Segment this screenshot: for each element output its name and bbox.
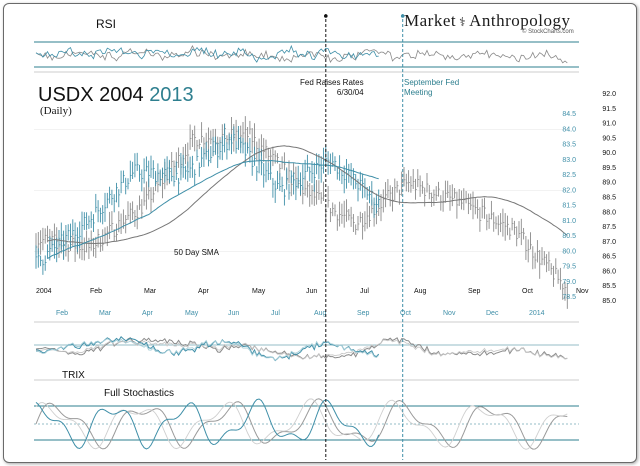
x-tick-2004: May: [252, 288, 266, 295]
stoch-2013-k: [35, 398, 380, 450]
y-tick-2013: 84.0: [562, 126, 576, 133]
y-tick-2004: 87.5: [602, 224, 616, 231]
y-tick-2004: 87.0: [602, 239, 616, 246]
y-tick-2013: 81.5: [562, 203, 576, 210]
x-tick-2004: Oct: [522, 288, 533, 295]
sma-2013-line: [47, 159, 379, 260]
x-tick-2013: Dec: [486, 310, 499, 317]
rsi-2013-line: [35, 44, 379, 63]
x-tick-2004: Aug: [414, 288, 427, 295]
x-tick-2004: Jun: [306, 288, 317, 295]
y-tick-2004: 85.5: [602, 283, 616, 290]
stochastics-label: Full Stochastics: [104, 388, 175, 399]
y-tick-2013: 78.5: [562, 294, 576, 301]
y-tick-2004: 92.0: [602, 91, 616, 98]
y-tick-2004: 91.0: [602, 121, 616, 128]
event-lines: [324, 14, 405, 460]
x-tick-2013: Apr: [142, 310, 154, 317]
y-tick-2013: 82.0: [562, 187, 576, 194]
y-tick-2013: 84.5: [562, 111, 576, 118]
x-tick-2004: Feb: [90, 288, 102, 295]
sma-2004-line: [47, 145, 568, 245]
y-tick-2004: 91.5: [602, 106, 616, 113]
y-tick-2004: 86.5: [602, 254, 616, 261]
brand-right: Anthropology: [469, 11, 571, 30]
dna-icon: ⚕: [459, 15, 467, 29]
trix-panel: [34, 321, 579, 381]
y-tick-2013: 83.5: [562, 142, 576, 149]
x-tick-2004: 2004: [36, 288, 52, 295]
september-fed-marker: [400, 14, 405, 18]
y-tick-2013: 80.0: [562, 248, 576, 255]
x-tick-2004: Jul: [360, 288, 369, 295]
stochastics-panel: [34, 398, 579, 450]
x-tick-2004: Apr: [198, 288, 210, 295]
sma-label: 50 Day SMA: [174, 248, 219, 257]
x-tick-2013: Jul: [271, 310, 280, 317]
y-tick-2004: 90.0: [602, 150, 616, 157]
chart-title: USDX 2004 2013: [38, 84, 194, 107]
y-tick-2004: 89.5: [602, 165, 616, 172]
rsi-label: RSI: [96, 17, 117, 31]
fed-raise-line1: Fed Raises Rates: [300, 78, 364, 87]
x-tick-2004: Sep: [468, 288, 481, 295]
brand-left: Market: [404, 11, 457, 30]
stoch-2004-k: [35, 398, 568, 450]
x-tick-2004: Mar: [144, 288, 157, 295]
stockcharts-credit: © StockCharts.com: [522, 29, 574, 35]
y-tick-2004: 86.0: [602, 268, 616, 275]
fed-raise-annotation: Fed Raises Rates 6/30/04: [300, 78, 364, 98]
x-tick-2013: Sep: [357, 310, 370, 317]
fed-raise-marker: [324, 14, 328, 18]
trix-2013-line: [35, 336, 380, 362]
x-tick-2013: Mar: [99, 310, 112, 317]
fed-raise-line2: 6/30/04: [336, 88, 364, 97]
trix-label: TRIX: [62, 370, 85, 381]
september-fed-annotation: September Fed Meeting: [404, 78, 459, 98]
trix-2013-signal: [36, 338, 380, 361]
y-tick-2013: 81.0: [562, 218, 576, 225]
chart-frame: 2004 Feb Mar Apr May Jun Jul Aug Sep Oct Nov Feb Mar…: [3, 3, 637, 463]
y-tick-2013: 83.0: [562, 157, 576, 164]
y-tick-2004: 88.0: [602, 209, 616, 216]
x-tick-2013: 2014: [529, 310, 545, 317]
usdx-2013-bars: [35, 123, 381, 275]
y-tick-2013: 80.5: [562, 233, 576, 240]
y-tick-2004: 89.0: [602, 180, 616, 187]
september-fed-line2: Meeting: [404, 88, 433, 97]
x-tick-2013: Feb: [56, 310, 68, 317]
axis-labels: 2004 Feb Mar Apr May Jun Jul Aug Sep Oct Nov Feb Mar…: [36, 91, 616, 317]
x-tick-2013: Nov: [443, 310, 456, 317]
usdx-2004-bars: [35, 116, 569, 309]
brand-logo: Market ⚕ Anthropology: [404, 11, 570, 31]
x-tick-2004: Nov: [576, 288, 589, 295]
y-tick-2013: 82.5: [562, 172, 576, 179]
price-panel: [34, 116, 569, 309]
chart-title-2004: USDX 2004: [38, 84, 144, 106]
y-tick-2004: 88.5: [602, 195, 616, 202]
y-tick-2004: 90.5: [602, 135, 616, 142]
rsi-panel: [34, 41, 579, 73]
x-tick-2013: Jun: [228, 310, 239, 317]
x-tick-2013: Oct: [400, 310, 411, 317]
chart-title-2013: 2013: [149, 84, 194, 106]
x-tick-2013: Aug: [314, 310, 327, 317]
y-tick-2004: 85.0: [602, 298, 616, 305]
chart-subtitle: (Daily): [40, 105, 72, 117]
rsi-2004-line: [35, 45, 568, 64]
y-tick-2013: 79.0: [562, 279, 576, 286]
september-fed-line1: September Fed: [404, 78, 460, 87]
x-tick-2013: May: [185, 310, 199, 317]
y-tick-2013: 79.5: [562, 264, 576, 271]
usdx-chart: 2004 Feb Mar Apr May Jun Jul Aug Sep Oct Nov Feb Mar…: [34, 14, 616, 460]
